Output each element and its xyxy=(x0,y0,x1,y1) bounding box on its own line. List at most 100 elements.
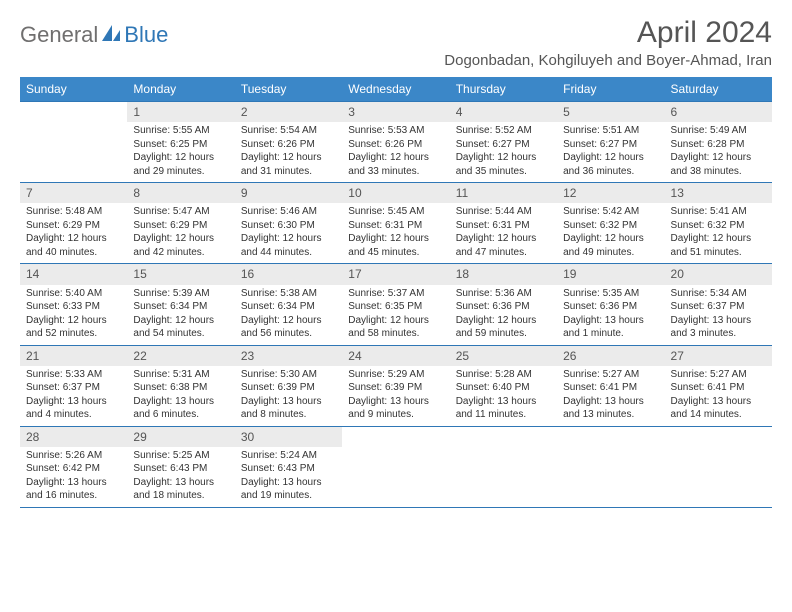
day-data: Sunrise: 5:29 AMSunset: 6:39 PMDaylight:… xyxy=(342,366,449,426)
sunrise: Sunrise: 5:27 AM xyxy=(671,368,766,382)
day-cell: 7Sunrise: 5:48 AMSunset: 6:29 PMDaylight… xyxy=(20,183,127,263)
daylight: Daylight: 12 hours and 47 minutes. xyxy=(456,232,551,259)
logo: General Blue xyxy=(20,22,168,48)
sunset: Sunset: 6:36 PM xyxy=(563,300,658,314)
sunset: Sunset: 6:29 PM xyxy=(133,219,228,233)
sunset: Sunset: 6:43 PM xyxy=(133,462,228,476)
sunrise: Sunrise: 5:54 AM xyxy=(241,124,336,138)
daylight: Daylight: 12 hours and 35 minutes. xyxy=(456,151,551,178)
sunrise: Sunrise: 5:33 AM xyxy=(26,368,121,382)
day-number: 5 xyxy=(557,102,664,122)
sunrise: Sunrise: 5:48 AM xyxy=(26,205,121,219)
sunrise: Sunrise: 5:29 AM xyxy=(348,368,443,382)
sunrise: Sunrise: 5:34 AM xyxy=(671,287,766,301)
day-number: 19 xyxy=(557,264,664,284)
day-data: Sunrise: 5:34 AMSunset: 6:37 PMDaylight:… xyxy=(665,285,772,345)
day-data: Sunrise: 5:33 AMSunset: 6:37 PMDaylight:… xyxy=(20,366,127,426)
sunset: Sunset: 6:27 PM xyxy=(456,138,551,152)
day-header: Tuesday xyxy=(235,77,342,101)
day-cell: 30Sunrise: 5:24 AMSunset: 6:43 PMDayligh… xyxy=(235,427,342,507)
sunrise: Sunrise: 5:25 AM xyxy=(133,449,228,463)
sunrise: Sunrise: 5:27 AM xyxy=(563,368,658,382)
sunrise: Sunrise: 5:46 AM xyxy=(241,205,336,219)
day-number: 25 xyxy=(450,346,557,366)
day-number: 10 xyxy=(342,183,449,203)
day-cell: 1Sunrise: 5:55 AMSunset: 6:25 PMDaylight… xyxy=(127,102,234,182)
sunset: Sunset: 6:42 PM xyxy=(26,462,121,476)
day-cell: 11Sunrise: 5:44 AMSunset: 6:31 PMDayligh… xyxy=(450,183,557,263)
day-number: 30 xyxy=(235,427,342,447)
daylight: Daylight: 12 hours and 40 minutes. xyxy=(26,232,121,259)
day-data: Sunrise: 5:49 AMSunset: 6:28 PMDaylight:… xyxy=(665,122,772,182)
logo-text-blue: Blue xyxy=(124,22,168,48)
week-row: 21Sunrise: 5:33 AMSunset: 6:37 PMDayligh… xyxy=(20,346,772,427)
sunrise: Sunrise: 5:36 AM xyxy=(456,287,551,301)
day-cell: 9Sunrise: 5:46 AMSunset: 6:30 PMDaylight… xyxy=(235,183,342,263)
day-data: Sunrise: 5:44 AMSunset: 6:31 PMDaylight:… xyxy=(450,203,557,263)
day-data: Sunrise: 5:54 AMSunset: 6:26 PMDaylight:… xyxy=(235,122,342,182)
daylight: Daylight: 12 hours and 58 minutes. xyxy=(348,314,443,341)
daylight: Daylight: 13 hours and 16 minutes. xyxy=(26,476,121,503)
daylight: Daylight: 13 hours and 11 minutes. xyxy=(456,395,551,422)
daylight: Daylight: 12 hours and 33 minutes. xyxy=(348,151,443,178)
sunrise: Sunrise: 5:53 AM xyxy=(348,124,443,138)
day-cell: 24Sunrise: 5:29 AMSunset: 6:39 PMDayligh… xyxy=(342,346,449,426)
day-number: 18 xyxy=(450,264,557,284)
sunrise: Sunrise: 5:37 AM xyxy=(348,287,443,301)
sunrise: Sunrise: 5:51 AM xyxy=(563,124,658,138)
sunrise: Sunrise: 5:45 AM xyxy=(348,205,443,219)
week-row: 7Sunrise: 5:48 AMSunset: 6:29 PMDaylight… xyxy=(20,183,772,264)
day-data: Sunrise: 5:27 AMSunset: 6:41 PMDaylight:… xyxy=(557,366,664,426)
sunset: Sunset: 6:26 PM xyxy=(241,138,336,152)
sunset: Sunset: 6:38 PM xyxy=(133,381,228,395)
sunrise: Sunrise: 5:31 AM xyxy=(133,368,228,382)
day-data: Sunrise: 5:53 AMSunset: 6:26 PMDaylight:… xyxy=(342,122,449,182)
daylight: Daylight: 12 hours and 36 minutes. xyxy=(563,151,658,178)
week-row: .1Sunrise: 5:55 AMSunset: 6:25 PMDayligh… xyxy=(20,102,772,183)
day-data: Sunrise: 5:47 AMSunset: 6:29 PMDaylight:… xyxy=(127,203,234,263)
day-number: 11 xyxy=(450,183,557,203)
sunrise: Sunrise: 5:47 AM xyxy=(133,205,228,219)
header: General Blue April 2024 Dogonbadan, Kohg… xyxy=(20,16,772,69)
day-number: 2 xyxy=(235,102,342,122)
day-header: Saturday xyxy=(665,77,772,101)
day-cell: 21Sunrise: 5:33 AMSunset: 6:37 PMDayligh… xyxy=(20,346,127,426)
sunrise: Sunrise: 5:49 AM xyxy=(671,124,766,138)
sail-icon xyxy=(100,23,122,48)
day-number: 22 xyxy=(127,346,234,366)
daylight: Daylight: 13 hours and 4 minutes. xyxy=(26,395,121,422)
day-number: 9 xyxy=(235,183,342,203)
logo-text-general: General xyxy=(20,22,98,48)
daylight: Daylight: 13 hours and 19 minutes. xyxy=(241,476,336,503)
day-number: 3 xyxy=(342,102,449,122)
daylight: Daylight: 12 hours and 38 minutes. xyxy=(671,151,766,178)
day-data: Sunrise: 5:51 AMSunset: 6:27 PMDaylight:… xyxy=(557,122,664,182)
week-row: 28Sunrise: 5:26 AMSunset: 6:42 PMDayligh… xyxy=(20,427,772,508)
day-cell: . xyxy=(342,427,449,507)
day-data: Sunrise: 5:38 AMSunset: 6:34 PMDaylight:… xyxy=(235,285,342,345)
sunset: Sunset: 6:39 PM xyxy=(241,381,336,395)
month-title: April 2024 xyxy=(444,16,772,50)
sunset: Sunset: 6:25 PM xyxy=(133,138,228,152)
day-header: Friday xyxy=(557,77,664,101)
day-data: Sunrise: 5:45 AMSunset: 6:31 PMDaylight:… xyxy=(342,203,449,263)
location: Dogonbadan, Kohgiluyeh and Boyer-Ahmad, … xyxy=(444,52,772,69)
day-cell: 17Sunrise: 5:37 AMSunset: 6:35 PMDayligh… xyxy=(342,264,449,344)
sunset: Sunset: 6:32 PM xyxy=(563,219,658,233)
day-cell: 25Sunrise: 5:28 AMSunset: 6:40 PMDayligh… xyxy=(450,346,557,426)
daylight: Daylight: 12 hours and 54 minutes. xyxy=(133,314,228,341)
day-number: 21 xyxy=(20,346,127,366)
day-number: 12 xyxy=(557,183,664,203)
daylight: Daylight: 12 hours and 51 minutes. xyxy=(671,232,766,259)
sunset: Sunset: 6:41 PM xyxy=(563,381,658,395)
day-header: Thursday xyxy=(450,77,557,101)
day-data: Sunrise: 5:35 AMSunset: 6:36 PMDaylight:… xyxy=(557,285,664,345)
day-header: Wednesday xyxy=(342,77,449,101)
daylight: Daylight: 12 hours and 29 minutes. xyxy=(133,151,228,178)
day-data: Sunrise: 5:26 AMSunset: 6:42 PMDaylight:… xyxy=(20,447,127,507)
day-number: 6 xyxy=(665,102,772,122)
day-data: Sunrise: 5:48 AMSunset: 6:29 PMDaylight:… xyxy=(20,203,127,263)
day-data: Sunrise: 5:37 AMSunset: 6:35 PMDaylight:… xyxy=(342,285,449,345)
day-data: Sunrise: 5:30 AMSunset: 6:39 PMDaylight:… xyxy=(235,366,342,426)
day-cell: 20Sunrise: 5:34 AMSunset: 6:37 PMDayligh… xyxy=(665,264,772,344)
